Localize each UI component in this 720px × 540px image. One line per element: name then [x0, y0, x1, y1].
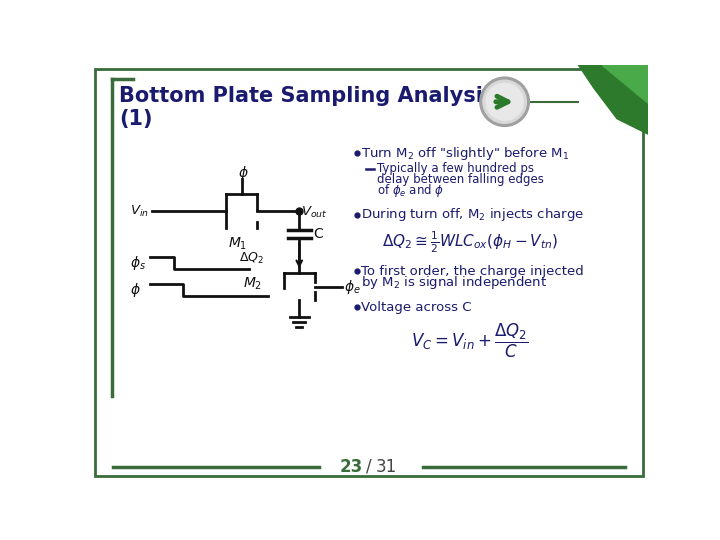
Text: During turn off, M$_2$ injects charge: During turn off, M$_2$ injects charge [361, 206, 584, 224]
Text: $\Delta Q_2 \cong \frac{1}{2}WLC_{ox}(\phi_H - V_{tn})$: $\Delta Q_2 \cong \frac{1}{2}WLC_{ox}(\p… [382, 229, 558, 255]
Text: (1): (1) [120, 110, 153, 130]
Polygon shape [601, 65, 648, 103]
Text: $M_2$: $M_2$ [243, 276, 262, 293]
Text: $V_{in}$: $V_{in}$ [130, 204, 149, 219]
Text: C: C [313, 227, 323, 241]
Text: $V_C = V_{in} + \dfrac{\Delta Q_2}{C}$: $V_C = V_{in} + \dfrac{\Delta Q_2}{C}$ [411, 321, 528, 360]
Text: $\Delta Q_2$: $\Delta Q_2$ [239, 251, 264, 266]
Text: $\phi_s$: $\phi_s$ [130, 254, 146, 273]
Text: $\phi_e$: $\phi_e$ [344, 278, 361, 295]
Text: $\phi$: $\phi$ [238, 164, 249, 181]
Text: delay between falling edges: delay between falling edges [377, 173, 544, 186]
Text: $\phi$: $\phi$ [130, 281, 141, 299]
Text: $V_{out}$: $V_{out}$ [301, 205, 328, 220]
Text: To first order, the charge injected: To first order, the charge injected [361, 265, 584, 278]
Text: 23: 23 [340, 458, 363, 476]
Text: Bottom Plate Sampling Analysis: Bottom Plate Sampling Analysis [120, 86, 496, 106]
Text: 31: 31 [375, 458, 397, 476]
Text: Typically a few hundred ps: Typically a few hundred ps [377, 162, 534, 176]
Circle shape [480, 77, 529, 126]
Text: by M$_2$ is signal independent: by M$_2$ is signal independent [361, 274, 547, 291]
Text: Voltage across C: Voltage across C [361, 301, 472, 314]
Text: of $\phi_e$ and $\phi$: of $\phi_e$ and $\phi$ [377, 182, 444, 199]
Circle shape [486, 83, 523, 120]
Text: $M_1$: $M_1$ [228, 236, 247, 252]
Circle shape [483, 80, 526, 123]
Polygon shape [578, 65, 648, 134]
Text: Turn M$_2$ off "slightly" before M$_1$: Turn M$_2$ off "slightly" before M$_1$ [361, 145, 570, 162]
Text: /: / [366, 458, 372, 476]
